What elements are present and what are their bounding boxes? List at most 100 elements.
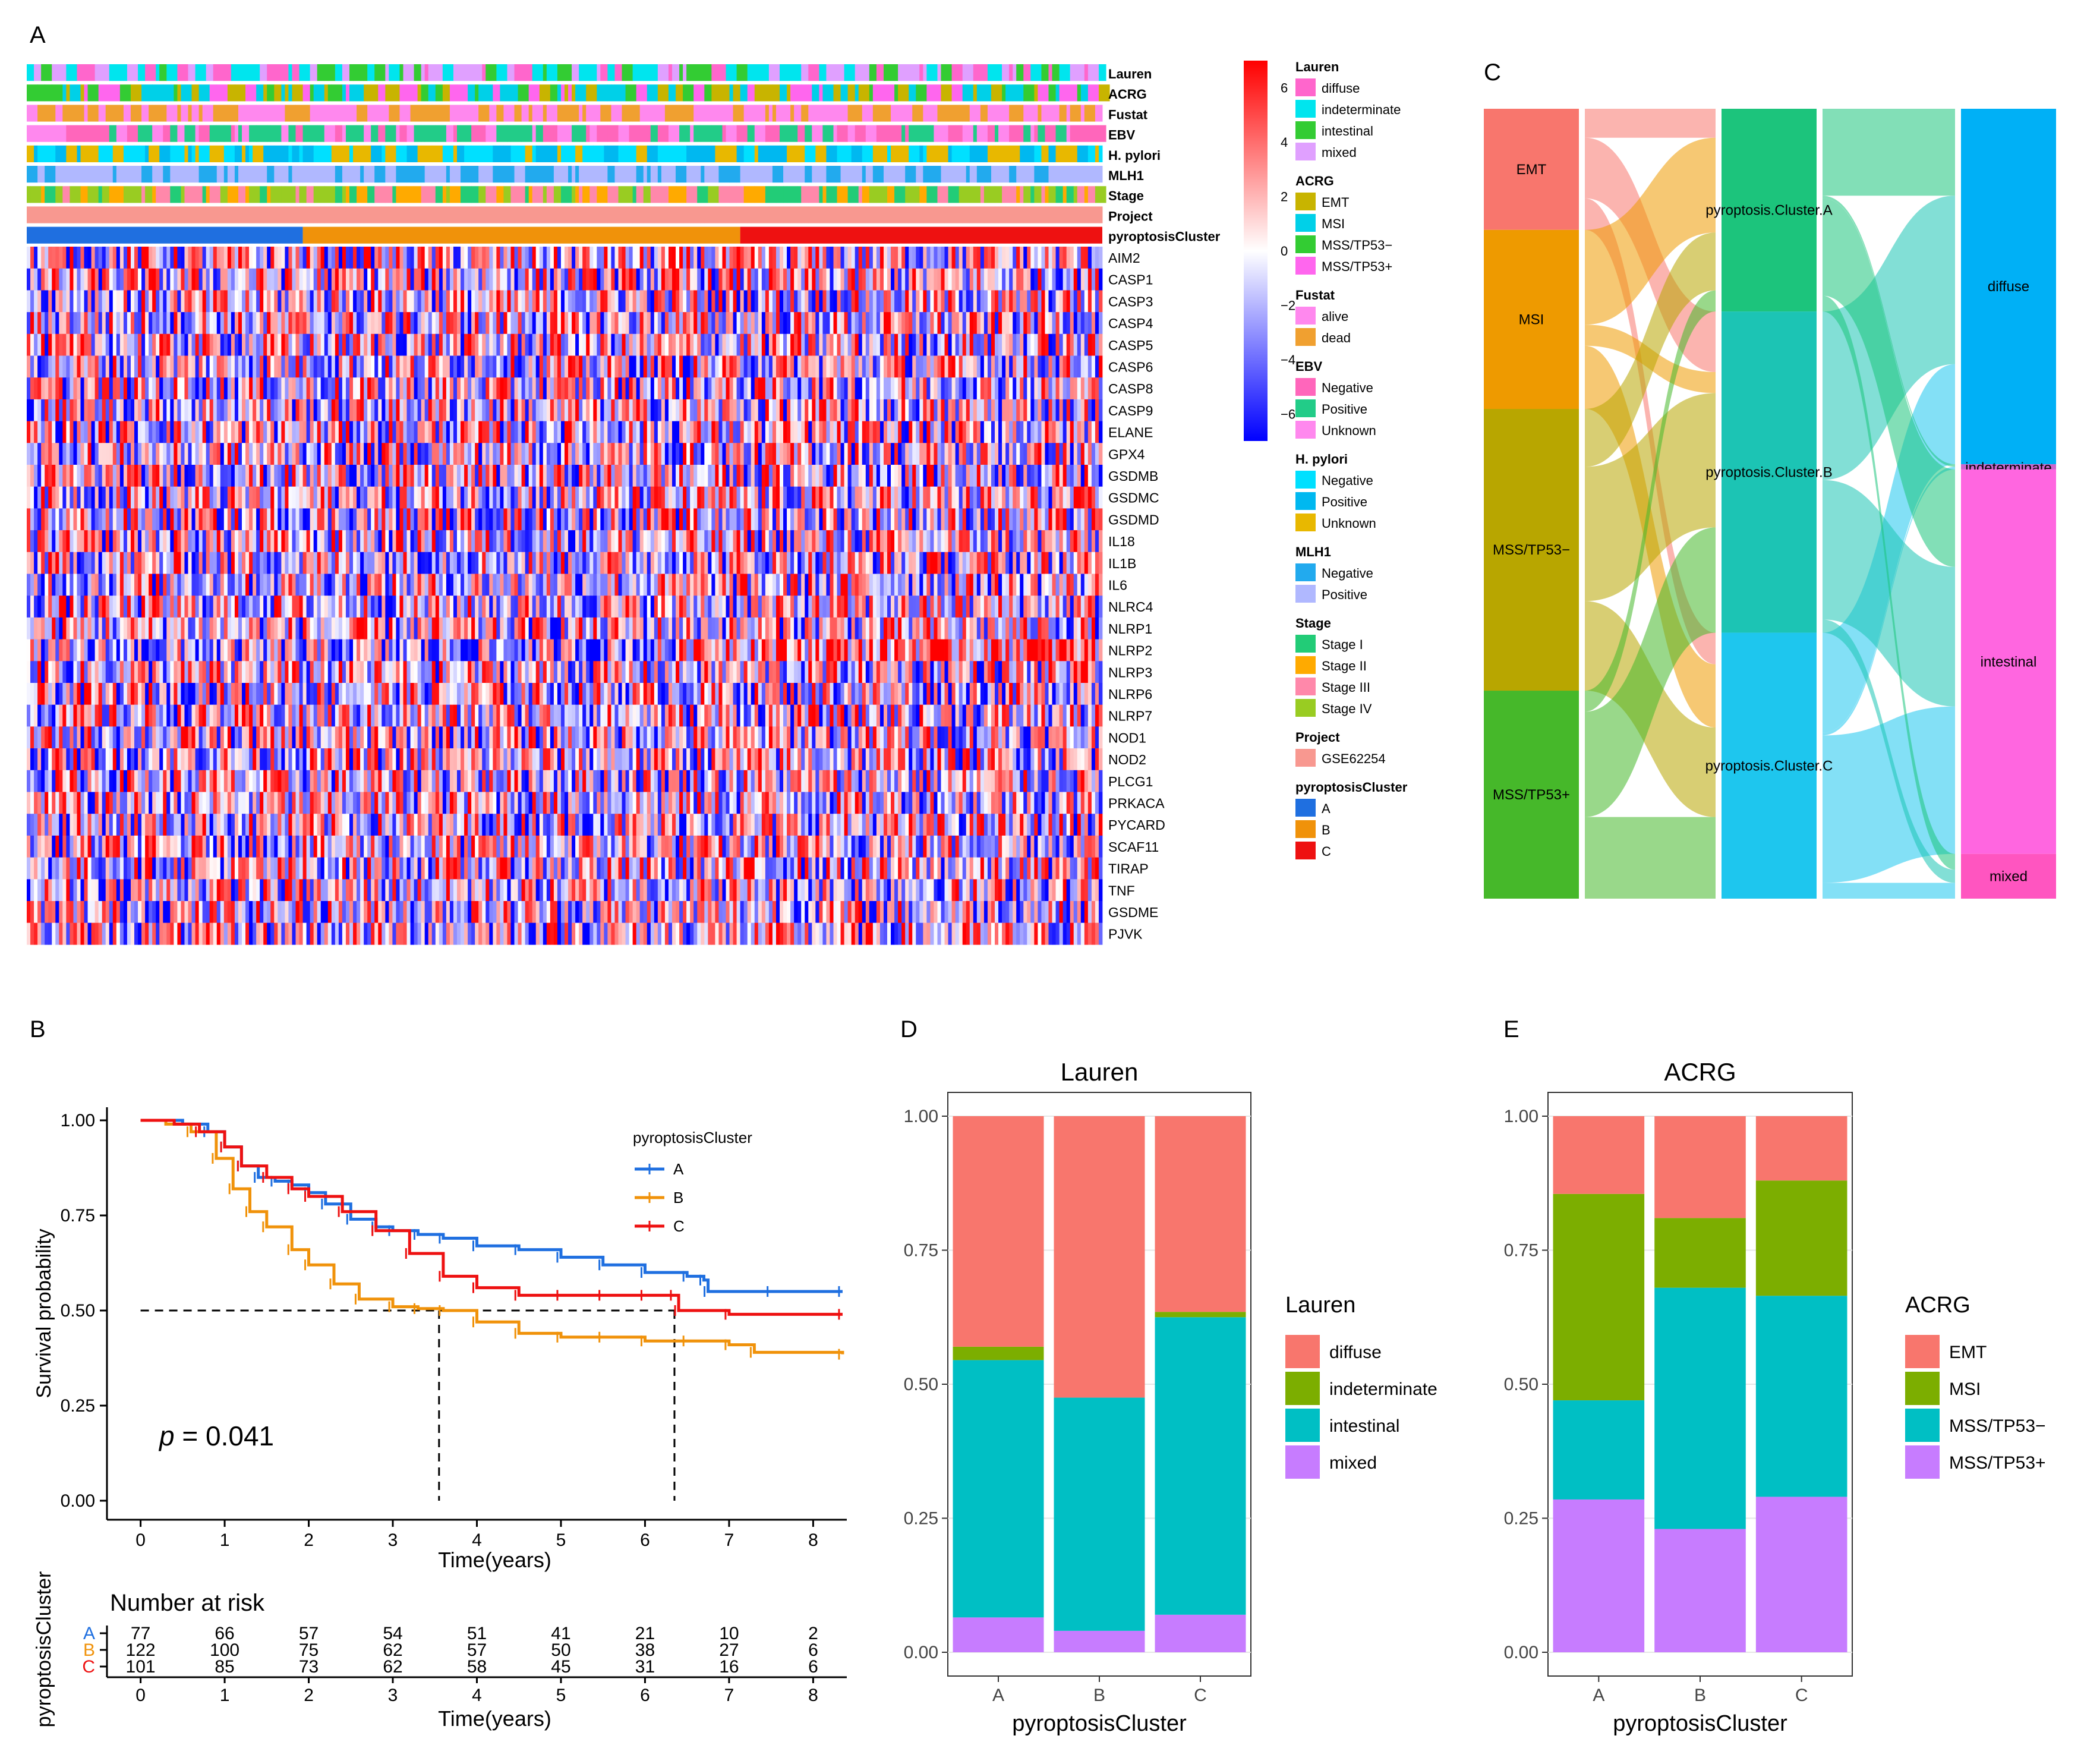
anno-cell [597,186,601,203]
heat-cell [586,377,590,400]
heat-cell [869,399,874,421]
heat-cell [191,508,196,531]
anno-cell [708,145,715,162]
heat-cell [270,290,275,313]
heat-cell [855,486,859,509]
heat-cell [331,312,336,335]
heat-cell [991,333,995,356]
gene-label: GSDMC [1108,490,1159,506]
anno-cell [894,64,898,81]
heat-cell [1084,312,1089,335]
anno-cell [765,105,770,122]
heat-cell [174,333,178,356]
heat-cell [905,486,909,509]
heat-cell [768,377,773,400]
heat-cell [1077,443,1082,465]
heat-cell [840,290,844,313]
heat-cell [657,268,662,291]
heat-cell [335,443,339,465]
heat-cell [736,247,741,269]
anno-cell [87,105,99,122]
anno-cell [582,125,587,142]
heat-cell [70,421,74,443]
heat-cell [349,486,354,509]
heat-cell [320,247,325,269]
heat-cell [869,290,874,313]
anno-cell [267,64,275,81]
heat-cell [869,421,874,443]
heat-cell [941,377,945,400]
heat-cell [62,312,67,335]
heat-cell [822,486,827,509]
heat-cell [934,377,938,400]
heat-cell [787,247,791,269]
heat-cell [808,443,812,465]
heat-cell [1005,465,1010,487]
heat-cell [1034,247,1038,269]
heat-cell [733,465,737,487]
heat-cell [231,333,235,356]
heat-cell [149,333,153,356]
heat-cell [449,312,454,335]
heat-cell [948,377,952,400]
heat-cell [41,312,45,335]
anno-cell [579,64,590,81]
heat-cell [568,377,572,400]
anno-cell [872,206,884,223]
anno-cell [1095,125,1106,142]
anno-cell [310,206,314,223]
heat-cell [306,333,311,356]
anno-cell [560,166,569,183]
anno-cell [414,125,422,142]
heat-cell [134,247,138,269]
heat-cell [496,443,500,465]
heat-cell [758,421,762,443]
heat-cell [697,377,701,400]
heat-cell [145,290,149,313]
heat-cell [805,355,809,378]
heat-cell [518,465,522,487]
anno-cell [934,105,938,122]
anno-cell [109,186,117,203]
anno-cell [163,105,167,122]
heat-cell [253,333,257,356]
anno-cell [1095,145,1099,162]
heat-cell [510,377,515,400]
anno-cell [270,166,275,183]
anno-cell [600,206,608,223]
heat-cell [1087,333,1092,356]
anno-cell [736,105,745,122]
heat-cell [683,377,687,400]
heat-cell [535,355,540,378]
heat-cell [442,486,447,509]
heat-cell [535,312,540,335]
heat-cell [195,247,199,269]
heat-cell [1066,486,1071,509]
heat-cell [1087,399,1092,421]
heat-cell [417,312,422,335]
heat-cell [152,355,156,378]
heat-cell [790,333,794,356]
heat-cell [371,421,375,443]
anno-cell [1048,186,1057,203]
anno-cell [475,84,479,102]
heat-cell [546,399,551,421]
heat-cell [220,508,225,531]
heat-cell [242,465,246,487]
anno-cell [597,64,601,81]
heat-cell [392,508,396,531]
anno-cell [891,145,902,162]
heat-cell [629,377,633,400]
anno-cell [801,84,809,102]
anno-cell [1016,206,1024,223]
heat-cell [231,399,235,421]
heat-cell [357,486,361,509]
heat-cell [568,247,572,269]
heat-cell [34,290,38,313]
anno-cell [288,84,292,102]
anno-cell [872,105,877,122]
heat-cell [758,247,762,269]
heat-cell [281,333,285,356]
heat-cell [1020,486,1024,509]
heat-cell [783,465,787,487]
